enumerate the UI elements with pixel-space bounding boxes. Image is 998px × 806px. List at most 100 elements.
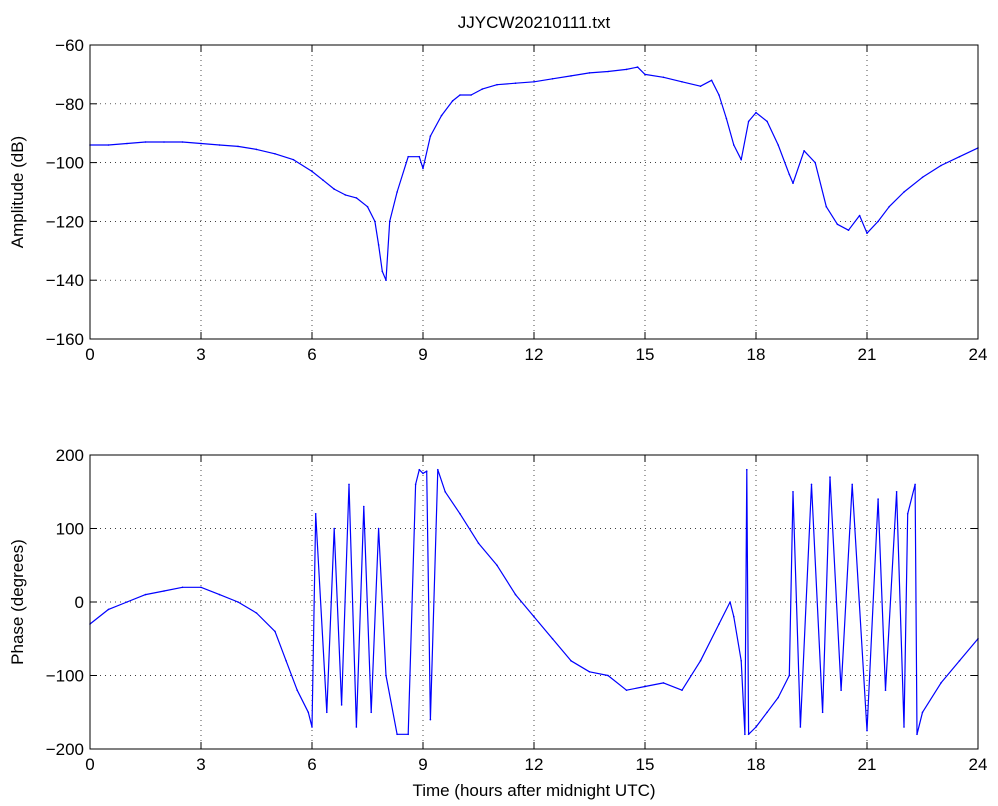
- phase-y-tick-label: 100: [56, 520, 84, 539]
- phase-data-point: [200, 586, 202, 589]
- phase-data-point: [914, 483, 916, 486]
- phase-y-tick-label: −200: [46, 740, 84, 759]
- amplitude-data-point: [699, 85, 702, 87]
- phase-data-point: [829, 476, 831, 478]
- amplitude-data-point: [903, 191, 905, 193]
- chart-title: JJYCW20210111.txt: [458, 13, 611, 32]
- amplitude-data-point: [333, 188, 336, 190]
- amplitude-data-point: [718, 94, 720, 96]
- phase-data-point: [296, 689, 299, 691]
- amplitude-data-point: [551, 78, 554, 80]
- amplitude-data-point: [218, 144, 221, 146]
- amplitude-y-tick-label: −100: [46, 154, 84, 173]
- phase-data-point: [144, 593, 147, 596]
- phase-x-tick-label: 9: [418, 755, 427, 774]
- phase-data-point: [681, 689, 683, 691]
- phase-data-point: [311, 726, 313, 728]
- amplitude-data-point: [533, 81, 535, 83]
- amplitude-data-point: [514, 82, 517, 84]
- phase-data-point: [792, 491, 794, 493]
- amplitude-data-point: [496, 83, 498, 86]
- phase-data-point: [958, 660, 961, 662]
- phase-data-point: [496, 564, 498, 567]
- phase-data-point: [377, 527, 380, 530]
- amplitude-data-point: [181, 141, 184, 143]
- amplitude-data-point: [451, 100, 454, 102]
- phase-data-point: [274, 630, 276, 633]
- amplitude-x-tick-label: 12: [525, 345, 544, 364]
- phase-data-point: [755, 726, 757, 728]
- phase-data-point: [477, 542, 480, 544]
- phase-data-point: [396, 733, 398, 736]
- amplitude-data-point: [459, 94, 461, 96]
- amplitude-data-point: [396, 191, 398, 193]
- phase-data-point: [237, 601, 239, 603]
- phase-data-point: [799, 726, 802, 728]
- amplitude-data-point: [681, 81, 683, 83]
- amplitude-x-tick-label: 24: [969, 345, 988, 364]
- amplitude-data-point: [644, 73, 646, 76]
- phase-data-point: [625, 689, 628, 691]
- phase-data-point: [314, 513, 317, 515]
- phase-plot-area: [90, 455, 978, 749]
- amplitude-y-tick-label: −140: [46, 271, 84, 290]
- phase-data-point: [533, 615, 535, 618]
- amplitude-panel: 0 3 6 9 12 15 18 21 24 −160 −140 −120 −100 −80 −60 Amp…: [8, 36, 987, 364]
- amplitude-data-point: [274, 153, 276, 155]
- amplitude-data-point: [940, 164, 942, 167]
- phase-data-point: [884, 689, 887, 691]
- amplitude-x-tick-label: 15: [636, 345, 655, 364]
- amplitude-x-tick-label: 0: [85, 345, 94, 364]
- phase-data-point: [444, 491, 447, 493]
- phase-x-tick-label: 3: [196, 755, 205, 774]
- amplitude-data-point: [766, 120, 768, 123]
- amplitude-data-point: [625, 68, 628, 71]
- phase-data-point: [429, 718, 432, 721]
- amplitude-series: [89, 66, 979, 282]
- amplitude-ticks: 0 3 6 9 12 15 18 21 24 −160 −140 −120 −100 −80 −60: [46, 36, 988, 364]
- phase-data-point: [181, 586, 184, 589]
- amplitude-data-point: [311, 170, 313, 173]
- phase-data-point: [340, 704, 343, 706]
- phase-x-axis-label: Time (hours after midnight UTC): [412, 781, 655, 800]
- amplitude-data-point: [570, 75, 572, 77]
- amplitude-y-tick-label: −60: [55, 36, 84, 55]
- phase-data-point: [877, 498, 879, 500]
- phase-data-point: [570, 660, 572, 662]
- phase-data-point: [551, 638, 554, 640]
- phase-data-point: [744, 733, 746, 736]
- phase-data-point: [588, 671, 591, 673]
- phase-ticks: 0 3 6 9 12 15 18 21 24 −200 −100 0 100 200: [46, 446, 988, 774]
- phase-y-axis-label: Phase (degrees): [8, 539, 27, 665]
- phase-x-tick-label: 12: [525, 755, 544, 774]
- phase-data-point: [788, 674, 791, 677]
- amplitude-plot-area: [90, 45, 978, 339]
- amplitude-data-point: [958, 155, 961, 158]
- phase-panel: 0 3 6 9 12 15 18 21 24 −200 −100 0 100 200 Phase (deg…: [8, 446, 987, 800]
- phase-series: [89, 468, 979, 736]
- phase-x-tick-label: 18: [747, 755, 766, 774]
- phase-x-tick-label: 6: [307, 755, 316, 774]
- phase-data-point: [895, 491, 898, 493]
- amplitude-data-point: [388, 220, 391, 223]
- phase-data-point: [126, 601, 128, 603]
- amplitude-data-point: [710, 79, 713, 82]
- phase-data-point: [107, 608, 110, 611]
- amplitude-data-point: [858, 214, 861, 217]
- amplitude-data-point: [847, 229, 850, 231]
- phase-data-point: [840, 689, 842, 691]
- amplitude-data-point: [607, 70, 609, 73]
- amplitude-data-point: [381, 270, 384, 273]
- phase-x-tick-label: 24: [969, 755, 988, 774]
- phase-data-point: [607, 674, 609, 677]
- phase-data-point: [333, 527, 336, 530]
- phase-x-tick-label: 0: [85, 755, 94, 774]
- phase-data-point: [699, 660, 702, 662]
- phase-data-point: [255, 612, 258, 614]
- amplitude-x-tick-label: 18: [747, 345, 766, 364]
- amplitude-data-point: [662, 76, 665, 79]
- phase-data-point: [718, 623, 720, 625]
- phase-data-point: [921, 711, 924, 714]
- amplitude-x-tick-label: 6: [307, 345, 316, 364]
- amplitude-data-point: [126, 142, 128, 145]
